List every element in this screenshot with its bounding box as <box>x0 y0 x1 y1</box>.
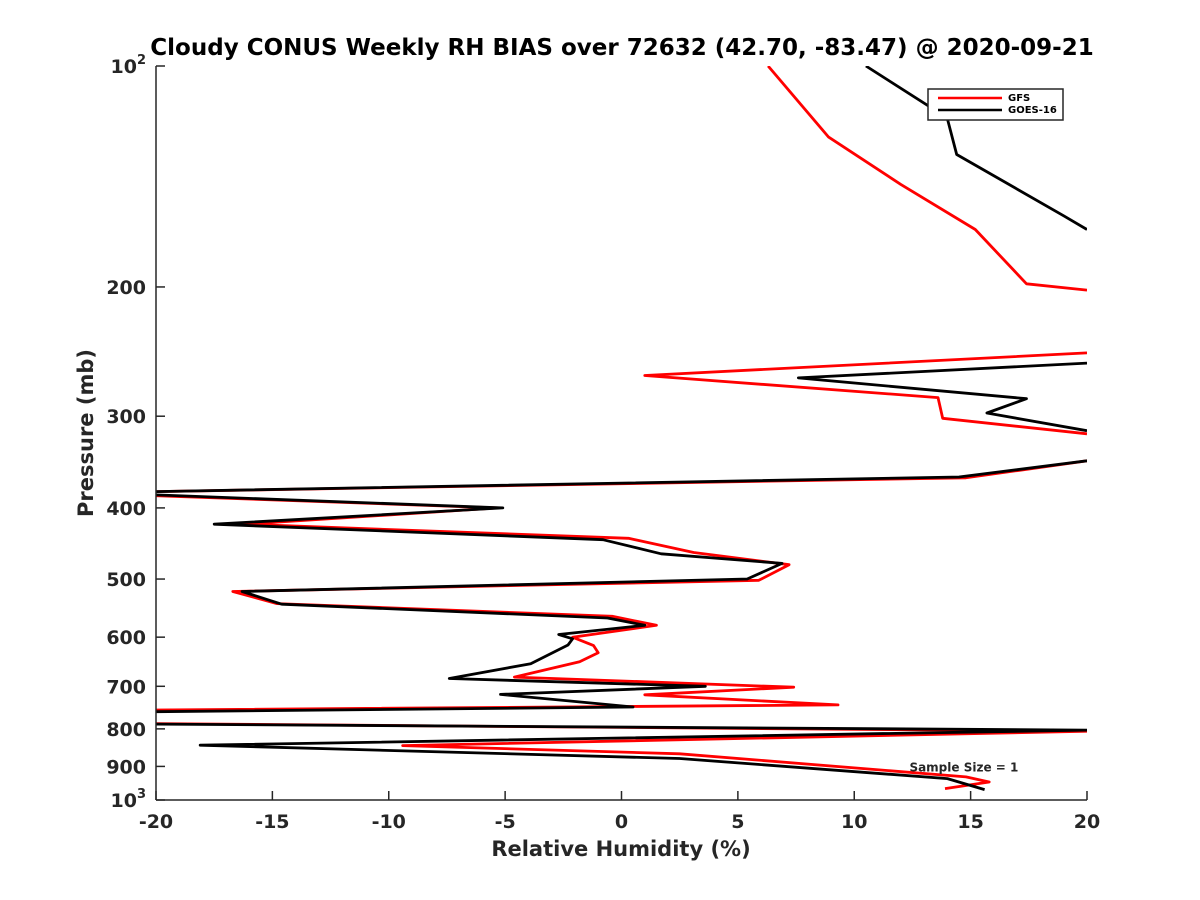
legend-label-gfs: GFS <box>1008 93 1030 104</box>
y-tick-label: 300 <box>106 406 146 428</box>
legend-box <box>927 88 1064 121</box>
y-tick-label: 600 <box>106 627 146 649</box>
sample-size-annotation: Sample Size = 1 <box>909 760 1018 774</box>
x-tick-label: 5 <box>731 811 744 833</box>
x-tick-label: 15 <box>957 811 983 833</box>
y-tick-label: 700 <box>106 676 146 698</box>
y-tick-label: 500 <box>106 569 146 591</box>
series-line-gfs <box>156 66 1087 790</box>
y-ticks: 102 200 300 400 500 600 700 800 900 103 <box>106 53 165 812</box>
legend: GFS GOES-16 <box>927 88 1064 121</box>
y-axis-label: Pressure (mb) <box>74 349 98 517</box>
x-tick-label: -15 <box>255 811 289 833</box>
y-tick-label: 103 <box>111 787 147 812</box>
x-tick-label: 20 <box>1074 811 1100 833</box>
series-line-goes16 <box>156 66 1087 791</box>
x-tick-label: -5 <box>495 811 516 833</box>
x-axis-label: Relative Humidity (%) <box>491 837 750 861</box>
x-ticks: -20 -15 -10 -5 0 5 10 15 20 <box>139 791 1100 833</box>
y-tick-label: 102 <box>111 53 147 78</box>
x-tick-label: 10 <box>841 811 867 833</box>
x-tick-label: -10 <box>372 811 406 833</box>
x-tick-label: -20 <box>139 811 173 833</box>
plot-lines <box>156 66 1087 791</box>
legend-label-goes16: GOES-16 <box>1008 105 1057 116</box>
y-tick-label: 200 <box>106 277 146 299</box>
chart-title: Cloudy CONUS Weekly RH BIAS over 72632 (… <box>150 35 1093 61</box>
y-tick-label: 400 <box>106 498 146 520</box>
y-tick-label: 900 <box>106 756 146 778</box>
x-tick-label: 0 <box>615 811 628 833</box>
y-tick-label: 800 <box>106 719 146 741</box>
